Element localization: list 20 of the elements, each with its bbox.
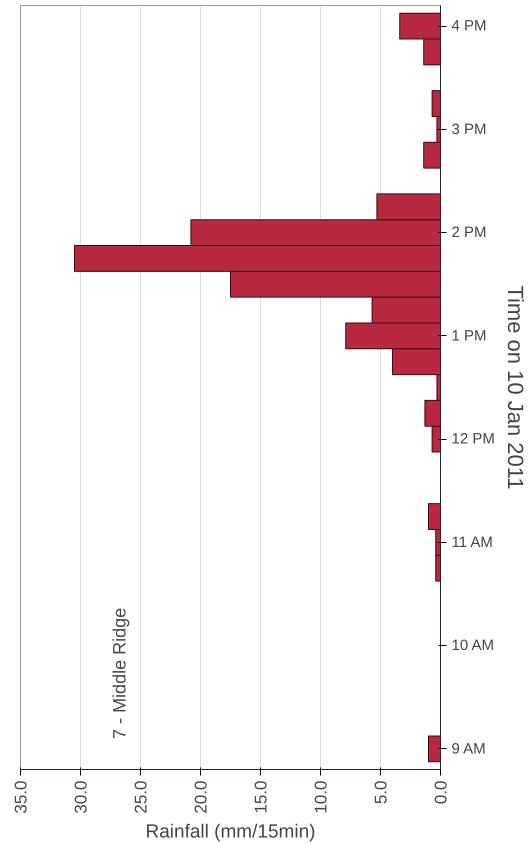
x-tick-label: 10.0 <box>312 780 330 814</box>
bar <box>428 735 440 762</box>
y-tick-label: 4 PM <box>452 18 487 35</box>
x-tick-label: 25.0 <box>132 780 150 814</box>
y-axis-title: Time on 10 Jan 2011 <box>502 285 528 490</box>
x-tick-label: 20.0 <box>192 780 210 814</box>
y-tick-label: 9 AM <box>452 740 486 758</box>
x-tick-label: 0.0 <box>432 780 450 804</box>
x-tick-label: 5.0 <box>372 780 390 804</box>
y-tick-label: 1 PM <box>452 327 487 344</box>
y-tick-label: 2 PM <box>452 224 487 242</box>
x-axis-title: Rainfall (mm/15min) <box>146 822 316 843</box>
y-tick-label: 12 PM <box>452 430 495 448</box>
y-tick-label: 11 AM <box>452 534 493 551</box>
x-tick-label: 30.0 <box>72 780 90 814</box>
y-tick-label: 10 AM <box>452 637 494 654</box>
x-tick-label: 35.0 <box>12 780 30 814</box>
x-tick-label: 15.0 <box>252 780 270 814</box>
annotation: 7 - Middle Ridge <box>110 608 130 739</box>
y-tick-label: 3 PM <box>452 120 487 138</box>
